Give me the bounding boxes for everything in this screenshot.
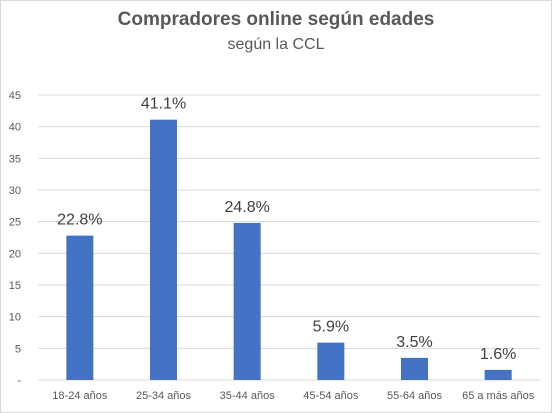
bar xyxy=(150,119,177,380)
data-label: 1.6% xyxy=(480,346,516,363)
bar xyxy=(401,357,428,380)
y-tick-label: 15 xyxy=(9,280,21,292)
x-tick-label: 25-34 años xyxy=(136,390,192,402)
data-label: 24.8% xyxy=(224,199,269,216)
y-tick-label: 40 xyxy=(9,122,21,134)
y-tick-label: 25 xyxy=(9,217,21,229)
bar xyxy=(317,342,345,380)
x-tick-label: 45-54 años xyxy=(303,390,359,402)
chart-subtitle: según la CCL xyxy=(227,36,325,53)
data-label: 3.5% xyxy=(396,334,432,351)
x-tick-label: 55-64 años xyxy=(387,390,443,402)
data-label: 41.1% xyxy=(141,96,186,113)
y-tick-label: 5 xyxy=(15,343,21,355)
y-tick-label: - xyxy=(17,375,21,387)
data-label: 5.9% xyxy=(313,319,349,336)
bar xyxy=(233,222,261,380)
bar xyxy=(484,369,512,380)
y-tick-label: 35 xyxy=(9,153,21,165)
y-tick-label: 10 xyxy=(9,312,21,324)
x-tick-label: 35-44 años xyxy=(220,390,276,402)
bar xyxy=(66,235,94,380)
y-tick-label: 30 xyxy=(9,185,21,197)
x-tick-label: 65 a más años xyxy=(462,390,535,402)
chart-title: Compradores online según edades xyxy=(117,9,435,30)
y-tick-label: 20 xyxy=(9,248,21,260)
x-tick-label: 18-24 años xyxy=(52,390,108,402)
y-tick-label: 45 xyxy=(9,90,21,102)
data-label: 22.8% xyxy=(57,212,102,229)
